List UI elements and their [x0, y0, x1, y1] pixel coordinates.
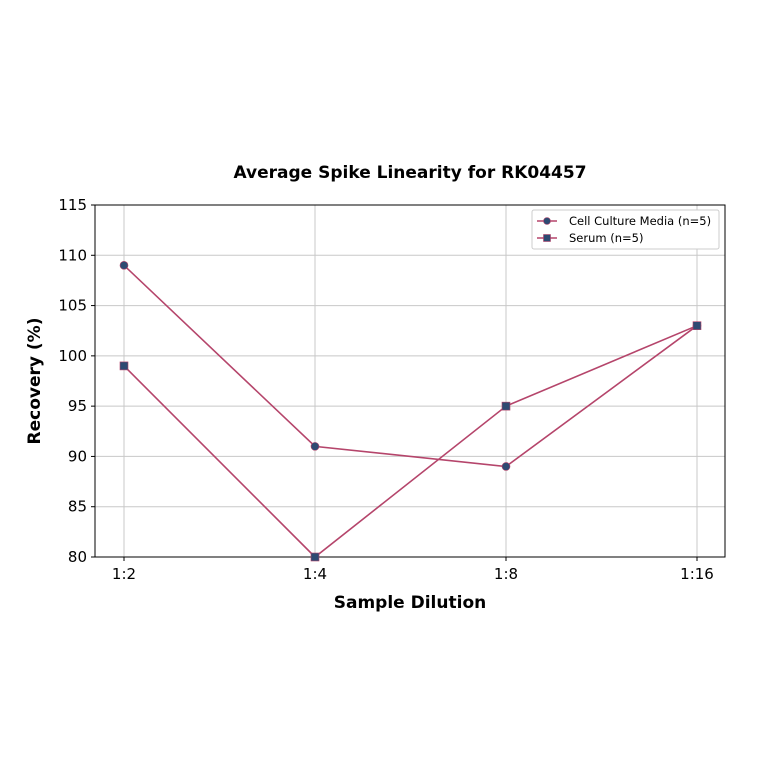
x-tick-label: 1:16 [680, 565, 714, 583]
x-tick-label: 1:8 [494, 565, 518, 583]
x-axis-label: Sample Dilution [334, 593, 486, 613]
plot-frame [94, 204, 726, 558]
y-tick-label: 90 [68, 447, 87, 465]
y-axis-ticks: 80 85 90 95 100 105 110 115 [58, 196, 95, 566]
y-axis-label: Recovery (%) [25, 318, 45, 445]
y-tick-label: 105 [58, 297, 87, 315]
y-tick-label: 80 [68, 548, 87, 566]
y-tick-label: 95 [68, 397, 87, 415]
series-line [123, 324, 698, 559]
chart-title: Average Spike Linearity for RK04457 [233, 163, 586, 183]
legend-label: Serum (n=5) [569, 231, 643, 245]
legend: Cell Culture Media (n=5) Serum (n=5) [531, 209, 720, 250]
x-tick-label: 1:4 [303, 565, 327, 583]
grid [95, 204, 725, 558]
series-lines [119, 261, 702, 562]
y-tick-label: 110 [58, 246, 87, 264]
y-tick-label: 100 [58, 347, 87, 365]
series-line [123, 264, 698, 468]
x-axis-ticks: 1:2 1:4 1:8 1:16 [112, 557, 714, 583]
y-tick-label: 115 [58, 196, 87, 214]
legend-label: Cell Culture Media (n=5) [569, 214, 711, 228]
y-tick-label: 85 [68, 498, 87, 516]
x-tick-label: 1:2 [112, 565, 136, 583]
